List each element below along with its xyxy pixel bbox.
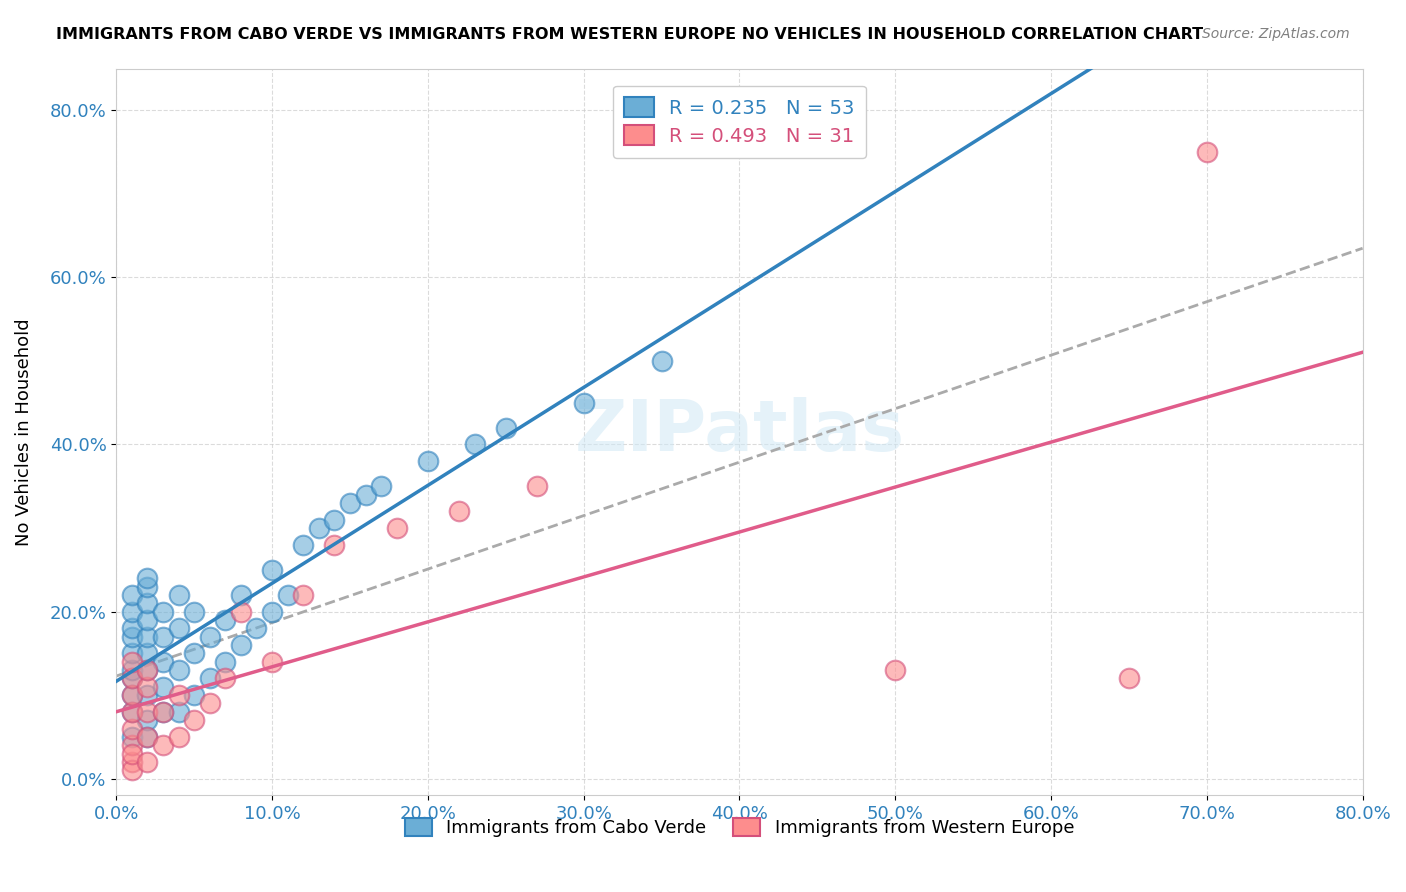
Point <box>370 479 392 493</box>
Point <box>167 705 190 719</box>
Point <box>198 697 221 711</box>
Point <box>214 672 236 686</box>
Point <box>167 621 190 635</box>
Point <box>198 672 221 686</box>
Point <box>136 755 159 769</box>
Point <box>152 705 174 719</box>
Point <box>136 630 159 644</box>
Point <box>651 354 673 368</box>
Point <box>136 688 159 702</box>
Point <box>121 630 143 644</box>
Point <box>884 663 907 677</box>
Point <box>121 688 143 702</box>
Point <box>136 646 159 660</box>
Point <box>136 730 159 744</box>
Text: Source: ZipAtlas.com: Source: ZipAtlas.com <box>1202 27 1350 41</box>
Point <box>260 655 283 669</box>
Point <box>136 680 159 694</box>
Point <box>260 605 283 619</box>
Point <box>183 688 205 702</box>
Point <box>167 730 190 744</box>
Point <box>354 488 377 502</box>
Point <box>167 588 190 602</box>
Point <box>464 437 486 451</box>
Point <box>136 730 159 744</box>
Point <box>167 663 190 677</box>
Point <box>229 638 252 652</box>
Point <box>121 755 143 769</box>
Point <box>245 621 267 635</box>
Point <box>214 655 236 669</box>
Point <box>385 521 408 535</box>
Point <box>121 672 143 686</box>
Point <box>183 646 205 660</box>
Point <box>121 663 143 677</box>
Point <box>323 538 346 552</box>
Point <box>136 613 159 627</box>
Point <box>183 605 205 619</box>
Point <box>121 655 143 669</box>
Point <box>292 588 315 602</box>
Point <box>447 504 470 518</box>
Point <box>526 479 548 493</box>
Point <box>121 705 143 719</box>
Point <box>121 747 143 761</box>
Point <box>136 596 159 610</box>
Point <box>229 605 252 619</box>
Point <box>323 513 346 527</box>
Point <box>136 713 159 727</box>
Point <box>495 421 517 435</box>
Point <box>308 521 330 535</box>
Point <box>121 722 143 736</box>
Point <box>136 580 159 594</box>
Point <box>339 496 361 510</box>
Point <box>198 630 221 644</box>
Point <box>121 764 143 778</box>
Point <box>152 680 174 694</box>
Point <box>121 730 143 744</box>
Point <box>121 588 143 602</box>
Point <box>152 705 174 719</box>
Point <box>572 395 595 409</box>
Y-axis label: No Vehicles in Household: No Vehicles in Household <box>15 318 32 546</box>
Point <box>136 571 159 585</box>
Point <box>121 688 143 702</box>
Point <box>152 739 174 753</box>
Point <box>277 588 299 602</box>
Point <box>229 588 252 602</box>
Point <box>136 705 159 719</box>
Point <box>121 621 143 635</box>
Point <box>260 563 283 577</box>
Point <box>136 663 159 677</box>
Point <box>121 739 143 753</box>
Point <box>136 663 159 677</box>
Text: IMMIGRANTS FROM CABO VERDE VS IMMIGRANTS FROM WESTERN EUROPE NO VEHICLES IN HOUS: IMMIGRANTS FROM CABO VERDE VS IMMIGRANTS… <box>56 27 1204 42</box>
Point <box>1195 145 1218 159</box>
Point <box>152 655 174 669</box>
Point <box>1118 672 1140 686</box>
Point <box>121 672 143 686</box>
Point <box>121 705 143 719</box>
Point <box>292 538 315 552</box>
Point <box>152 605 174 619</box>
Point <box>416 454 439 468</box>
Point <box>152 630 174 644</box>
Point <box>121 605 143 619</box>
Point <box>183 713 205 727</box>
Text: ZIPatlas: ZIPatlas <box>575 398 904 467</box>
Point <box>167 688 190 702</box>
Legend: Immigrants from Cabo Verde, Immigrants from Western Europe: Immigrants from Cabo Verde, Immigrants f… <box>398 811 1081 845</box>
Point <box>121 646 143 660</box>
Point <box>214 613 236 627</box>
